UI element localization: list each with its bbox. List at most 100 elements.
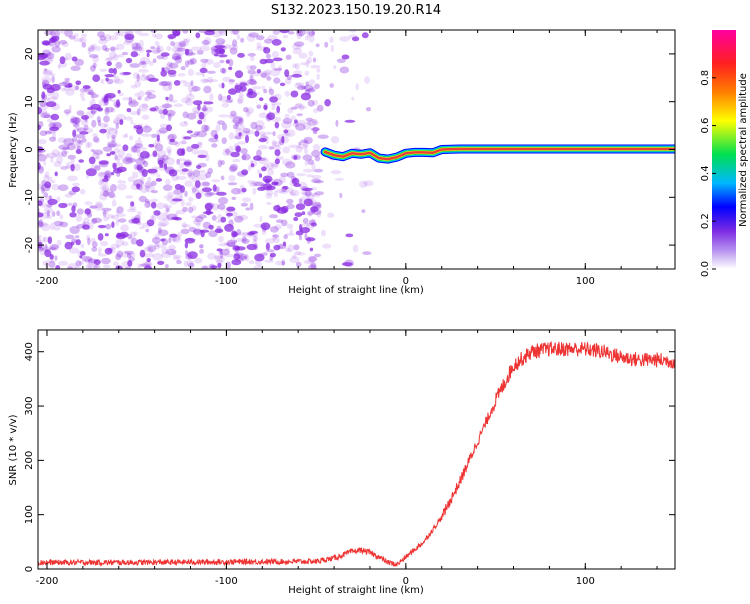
noise-blob (147, 77, 159, 82)
noise-blob (352, 244, 359, 253)
noise-blob (305, 193, 315, 201)
noise-blob (201, 124, 209, 133)
noise-blob (197, 142, 203, 149)
noise-blob (122, 134, 128, 139)
noise-blob (122, 144, 129, 152)
noise-blob (294, 83, 303, 89)
noise-blob (187, 170, 195, 178)
noise-blob (86, 234, 91, 241)
noise-blob (87, 212, 92, 218)
noise-blob (234, 70, 244, 79)
noise-blob (169, 138, 175, 143)
noise-blob (292, 254, 297, 259)
noise-blob (141, 169, 148, 177)
noise-blob (244, 253, 249, 260)
noise-blob (206, 192, 217, 196)
noise-blob (282, 185, 289, 190)
noise-blob (230, 151, 240, 158)
noise-blob (89, 205, 98, 209)
noise-blob (249, 74, 254, 82)
y-tick-label: -10 (24, 189, 35, 205)
noise-blob (191, 205, 197, 212)
noise-blob (135, 157, 146, 166)
noise-blob (260, 125, 266, 130)
noise-blob (184, 180, 193, 187)
noise-blob (311, 201, 322, 208)
noise-blob (314, 253, 322, 258)
noise-blob (98, 160, 109, 165)
noise-blob (302, 122, 312, 130)
noise-blob (306, 31, 311, 38)
noise-blob (179, 162, 185, 169)
noise-blob (76, 127, 86, 133)
noise-blob (102, 178, 109, 183)
noise-blob (67, 154, 76, 160)
noise-blob (295, 102, 303, 109)
noise-blob (132, 145, 141, 153)
noise-blob (141, 103, 149, 109)
noise-blob (110, 134, 117, 139)
noise-blob (167, 69, 177, 75)
noise-blob (75, 239, 81, 246)
noise-blob (203, 85, 212, 94)
noise-blob (180, 199, 185, 207)
noise-blob (116, 232, 121, 238)
noise-blob (173, 49, 184, 57)
noise-blob (147, 245, 157, 253)
noise-blob (43, 174, 50, 182)
noise-blob (301, 190, 312, 196)
noise-blob (267, 168, 274, 176)
noise-blob (291, 177, 300, 185)
noise-blob (158, 220, 170, 227)
noise-blob (79, 131, 89, 135)
noise-blob (258, 131, 265, 136)
noise-blob (81, 137, 87, 143)
noise-blob (149, 107, 157, 112)
noise-blob (64, 77, 70, 82)
noise-blob (218, 197, 229, 205)
noise-blob (296, 252, 306, 256)
noise-blob (188, 172, 195, 180)
noise-blob (131, 217, 140, 224)
noise-blob (70, 115, 76, 123)
noise-blob (237, 115, 244, 121)
noise-blob (128, 256, 135, 262)
noise-blob (157, 227, 162, 234)
noise-blob (44, 130, 53, 135)
noise-blob (300, 62, 308, 66)
noise-blob (295, 123, 306, 131)
noise-blob (113, 75, 120, 84)
noise-blob (116, 245, 120, 249)
noise-blob (231, 259, 242, 266)
noise-blob (146, 74, 155, 82)
noise-blob (203, 211, 214, 215)
noise-blob (159, 130, 166, 135)
noise-blob (286, 171, 295, 178)
noise-blob (228, 88, 237, 95)
noise-blob (288, 144, 300, 149)
noise-blob (105, 77, 109, 82)
noise-blob (282, 146, 291, 154)
noise-blob (171, 250, 177, 256)
noise-blob (39, 212, 50, 219)
noise-blob (65, 88, 75, 96)
noise-blob (87, 262, 99, 269)
noise-blob (225, 43, 231, 49)
noise-blob (231, 211, 238, 217)
colorbar-ticks: 0.0 0.2 0.4 0.6 0.8 (700, 70, 716, 277)
noise-blob (289, 189, 300, 197)
noise-blob (157, 149, 167, 158)
noise-blob (165, 109, 176, 117)
noise-blob (304, 30, 311, 35)
noise-blob (133, 231, 138, 236)
noise-blob (181, 222, 188, 229)
noise-blob (162, 217, 172, 221)
noise-blob (56, 155, 64, 164)
noise-blob (250, 163, 255, 168)
noise-blob (246, 33, 256, 42)
noise-blob (70, 116, 81, 124)
noise-blob (156, 46, 161, 54)
noise-blob (237, 52, 245, 58)
noise-blob (191, 215, 199, 219)
noise-blob (162, 108, 168, 115)
